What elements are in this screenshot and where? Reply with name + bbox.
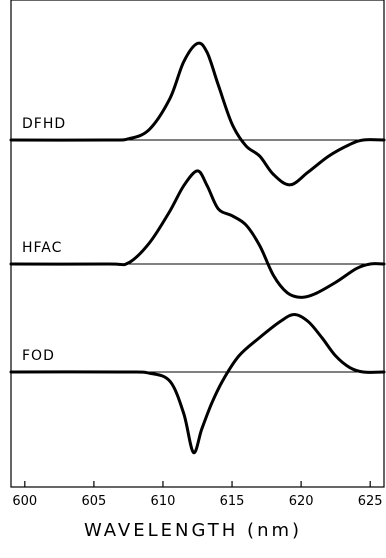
trace-dfhd xyxy=(9,41,386,187)
traces xyxy=(9,41,386,455)
series-label-dfhd: DFHD xyxy=(22,116,66,132)
x-axis-ticks: 600 605 610 615 620 625 xyxy=(12,481,383,509)
series-label-fod: FOD xyxy=(22,348,55,364)
x-tick-label-615: 615 xyxy=(220,494,245,509)
baselines xyxy=(11,139,384,373)
trace-fod xyxy=(9,313,386,455)
plot-frame xyxy=(10,0,385,488)
x-tick-label-625: 625 xyxy=(358,494,383,509)
x-tick-label-605: 605 xyxy=(81,494,106,509)
series-labels: DFHD HFAC FOD xyxy=(22,116,66,364)
x-tick-label-610: 610 xyxy=(151,494,176,509)
x-axis-label: WAVELENGTH (nm) xyxy=(83,520,303,541)
trace-hfac xyxy=(9,169,386,299)
x-tick-label-620: 620 xyxy=(289,494,314,509)
x-tick-label-600: 600 xyxy=(12,494,37,509)
series-label-hfac: HFAC xyxy=(22,240,62,256)
